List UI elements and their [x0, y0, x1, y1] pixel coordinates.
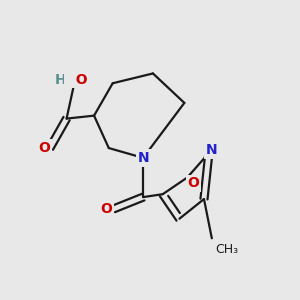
Text: CH₃: CH₃	[215, 243, 238, 256]
Text: O: O	[38, 141, 50, 155]
Text: O: O	[100, 202, 112, 216]
Text: N: N	[137, 151, 149, 165]
Text: N: N	[206, 143, 218, 157]
Text: H: H	[55, 73, 66, 87]
Text: O: O	[187, 176, 199, 190]
Text: O: O	[66, 73, 88, 87]
